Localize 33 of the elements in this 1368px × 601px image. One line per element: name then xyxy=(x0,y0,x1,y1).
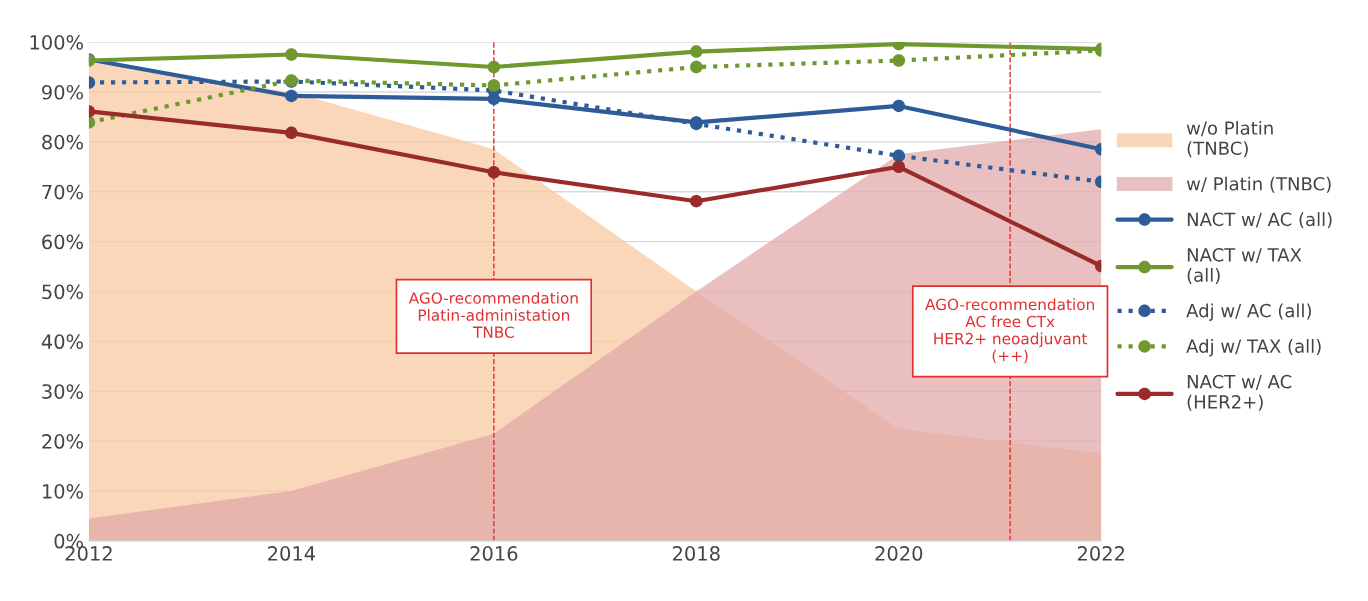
y-tick-label: 60% xyxy=(42,234,83,250)
y-tick-label: 80% xyxy=(42,134,83,150)
x-tick-label: 2016 xyxy=(470,546,518,561)
x-tick-label: 2018 xyxy=(672,546,720,561)
point xyxy=(690,60,703,74)
y-tick-label: 10% xyxy=(42,483,83,499)
y-tick-label: 70% xyxy=(42,184,83,200)
point xyxy=(690,45,703,58)
legend-label: w/o Platin (TNBC) xyxy=(1186,120,1273,158)
y-tick-label: 90% xyxy=(42,84,83,100)
legend-label: Adj w/ AC (all) xyxy=(1186,303,1311,321)
legend-label: NACT w/ AC (HER2+) xyxy=(1187,374,1292,411)
point xyxy=(285,89,298,103)
ref-line-label: AGO-recommendation Platin-administation TNBC xyxy=(408,291,578,338)
legend-label: w/ Platin (TNBC) xyxy=(1186,176,1331,193)
y-tick-label: 100% xyxy=(30,35,83,50)
legend-label: Adj w/ TAX (all) xyxy=(1186,338,1321,357)
point xyxy=(487,60,501,74)
y-tick-label: 30% xyxy=(42,384,83,399)
y-tick-label: 20% xyxy=(42,434,83,449)
x-tick-label: 2022 xyxy=(1077,546,1125,561)
x-tick-label: 2014 xyxy=(268,546,316,561)
point xyxy=(487,79,501,92)
point xyxy=(487,166,501,179)
x-tick-label: 2020 xyxy=(875,546,923,561)
legend-label: NACT w/ AC (all) xyxy=(1187,212,1332,229)
point xyxy=(690,194,703,208)
point xyxy=(285,48,298,61)
legend-label: NACT w/ TAX (all) xyxy=(1187,248,1302,285)
ref-line-label: AGO-recommendation AC free CTx HER2+ neoadjuvant (++) xyxy=(925,298,1094,364)
y-tick-label: 40% xyxy=(41,334,83,350)
y-tick-label: 50% xyxy=(42,284,83,300)
point xyxy=(285,126,298,140)
